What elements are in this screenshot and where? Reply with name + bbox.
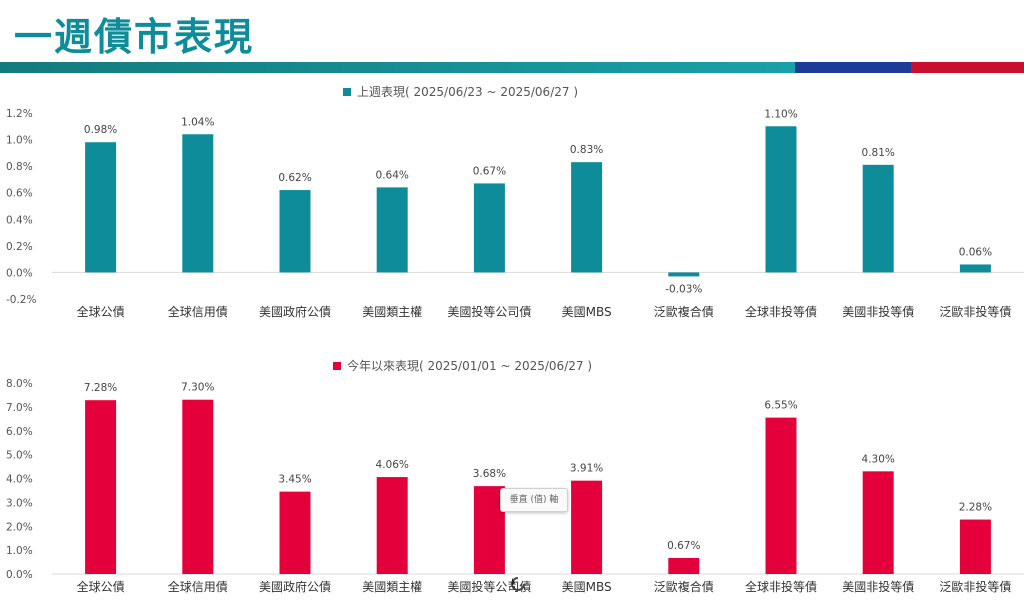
- bar: [765, 417, 797, 574]
- category-label: 全球信用債: [168, 304, 228, 319]
- category-label: 美國投等公司債: [447, 579, 531, 594]
- bar: [959, 519, 991, 574]
- page-title: 一週債市表現: [14, 15, 255, 59]
- data-label: 0.06%: [959, 246, 992, 258]
- data-label: 3.45%: [278, 474, 311, 486]
- y-tick-label: 1.0%: [6, 545, 33, 557]
- category-label: 美國MBS: [562, 580, 612, 594]
- y-tick-label: 0.0%: [6, 569, 33, 581]
- busy-cursor-icon: [511, 577, 525, 591]
- bar: [668, 558, 700, 574]
- category-label: 美國非投等債: [842, 579, 914, 594]
- category-label: 美國類主權: [362, 580, 422, 594]
- category-label: 美國類主權: [362, 305, 422, 319]
- legend-swatch: [343, 88, 351, 96]
- category-label: 泛歐非投等債: [939, 304, 1011, 319]
- bar: [571, 162, 603, 273]
- y-tick-label: 8.0%: [6, 378, 33, 390]
- y-tick-label: 2.0%: [6, 521, 33, 533]
- category-label: 全球公債: [77, 579, 125, 594]
- bar: [862, 471, 894, 574]
- y-tick-label: 4.0%: [6, 474, 33, 486]
- data-label: 0.67%: [473, 165, 506, 177]
- bar: [668, 272, 700, 277]
- bar: [376, 477, 408, 574]
- data-label: 7.30%: [181, 382, 214, 394]
- bar: [85, 400, 117, 574]
- category-label: 美國非投等債: [842, 304, 914, 319]
- bar: [571, 480, 603, 574]
- category-label: 美國MBS: [562, 305, 612, 319]
- data-label: 1.10%: [764, 108, 797, 120]
- category-label: 全球信用債: [168, 579, 228, 594]
- bar: [376, 187, 408, 273]
- category-label: 美國投等公司債: [447, 304, 531, 319]
- y-tick-label: 5.0%: [6, 450, 33, 462]
- y-tick-label: 0.0%: [6, 267, 33, 279]
- y-tick-label: 0.4%: [6, 214, 33, 226]
- y-tick-label: 3.0%: [6, 497, 33, 509]
- data-label: 1.04%: [181, 116, 214, 128]
- axis-tooltip: 垂直 (值) 軸: [500, 488, 568, 512]
- y-tick-label: 1.2%: [6, 108, 33, 120]
- data-label: 7.28%: [84, 382, 117, 394]
- data-label: 0.64%: [376, 169, 409, 181]
- category-label: 全球非投等債: [745, 304, 817, 319]
- data-label: 4.06%: [376, 459, 409, 471]
- y-tick-label: 0.2%: [6, 241, 33, 253]
- category-label: 泛歐複合債: [654, 304, 714, 319]
- y-tick-label: 0.6%: [6, 188, 33, 200]
- data-label: 0.81%: [862, 147, 895, 159]
- bar: [182, 399, 214, 574]
- title-band-navy: [795, 62, 911, 73]
- data-label: 0.98%: [84, 124, 117, 136]
- bar: [85, 142, 117, 273]
- y-tick-label: 7.0%: [6, 402, 33, 414]
- bar: [765, 126, 797, 273]
- bar: [959, 264, 991, 273]
- data-label: 3.68%: [473, 468, 506, 480]
- bar: [473, 183, 505, 273]
- category-label: 美國政府公債: [259, 304, 331, 319]
- title-band-teal: [0, 62, 795, 73]
- legend-label: 上週表現( 2025/06/23 ~ 2025/06/27 ): [357, 85, 578, 99]
- bar: [279, 190, 311, 273]
- ytd-performance-chart[interactable]: 今年以來表現( 2025/01/01 ~ 2025/06/27 ) 8.0% 7.0…: [0, 355, 1024, 600]
- data-label: 0.83%: [570, 144, 603, 156]
- data-label: 3.91%: [570, 463, 603, 475]
- y-tick-label: 1.0%: [6, 135, 33, 147]
- y-tick-label: -0.2%: [6, 294, 36, 306]
- category-label: 全球公債: [77, 304, 125, 319]
- bar: [182, 134, 214, 273]
- category-label: 全球非投等債: [745, 579, 817, 594]
- legend-swatch: [333, 362, 341, 370]
- y-tick-label: 0.8%: [6, 161, 33, 173]
- category-label: 泛歐複合債: [654, 579, 714, 594]
- category-label: 泛歐非投等債: [939, 579, 1011, 594]
- weekly-performance-chart[interactable]: 上週表現( 2025/06/23 ~ 2025/06/27 ) 1.2% 1.0% 0…: [0, 80, 1024, 328]
- legend-label: 今年以來表現( 2025/01/01 ~ 2025/06/27 ): [347, 358, 592, 373]
- data-label: 2.28%: [959, 502, 992, 514]
- data-label: 6.55%: [764, 400, 797, 412]
- data-label: -0.03%: [665, 283, 702, 295]
- y-tick-label: 6.0%: [6, 426, 33, 438]
- title-band-red: [911, 62, 1024, 73]
- data-label: 0.62%: [278, 172, 311, 184]
- bar: [473, 486, 505, 574]
- category-label: 美國政府公債: [259, 579, 331, 594]
- data-label: 0.67%: [667, 540, 700, 552]
- bar: [279, 491, 311, 574]
- data-label: 4.30%: [862, 453, 895, 465]
- bar: [862, 164, 894, 273]
